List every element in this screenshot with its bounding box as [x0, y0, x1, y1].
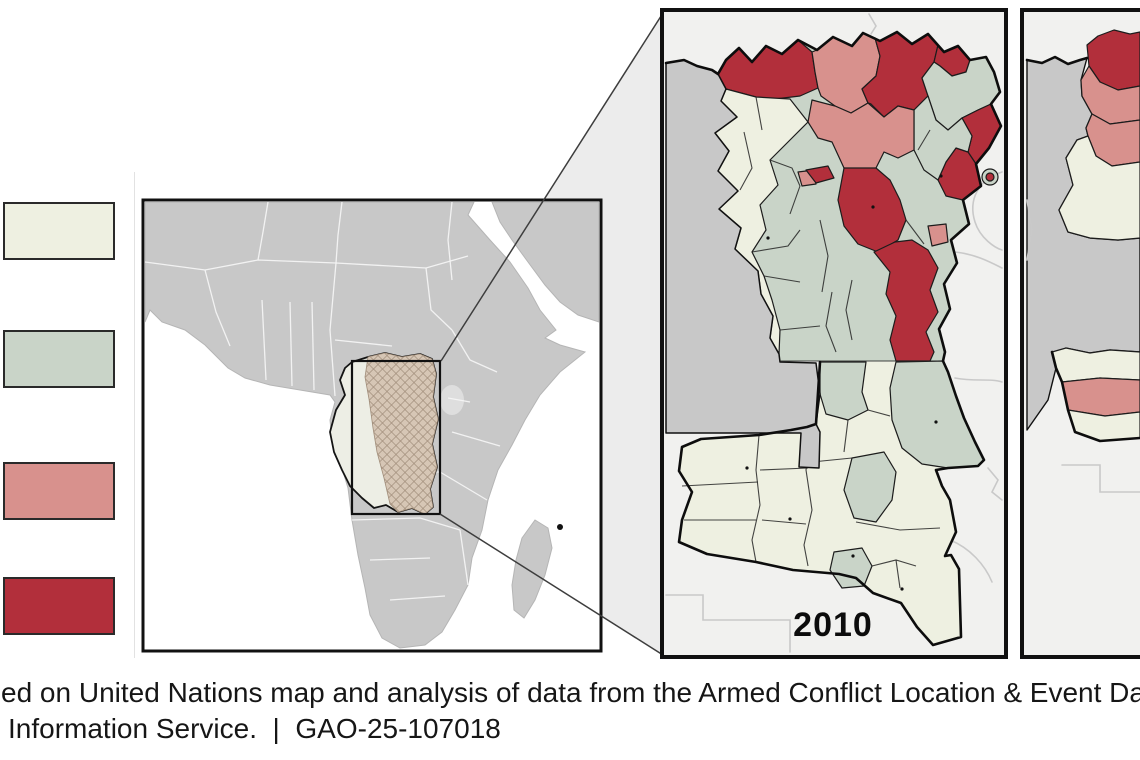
legend-swatch-level-1 [3, 202, 115, 260]
lake-victoria [440, 385, 464, 415]
inset-zoom-box [350, 359, 442, 516]
legend-swatch-level-3 [3, 462, 115, 520]
legend-swatch-level-4 [3, 577, 115, 635]
figure-seam-line [134, 172, 135, 658]
drc-border-south [677, 359, 986, 647]
districts-north [714, 31, 1002, 362]
africa-locator-map [141, 198, 603, 653]
neighbor-borders-faint [665, 13, 1003, 653]
district-inner-lines [681, 96, 941, 589]
districts-south [819, 360, 985, 589]
source-line-1: ed on United Nations map and analysis of… [1, 677, 1140, 708]
year-label-2010: 2010 [793, 606, 873, 644]
island-dot [557, 524, 563, 530]
drc-border-west-2 [1050, 350, 1140, 443]
panel-2010 [660, 8, 1008, 659]
map-dots [745, 174, 943, 591]
drc-border-north-east [664, 30, 1003, 363]
madagascar-island [511, 519, 553, 619]
legend-swatch-level-2 [3, 330, 115, 388]
projection-wedge-lines [439, 12, 664, 656]
districts-panel-2 [1051, 29, 1140, 442]
drc-district-texture [365, 353, 438, 514]
drc-border-north-2 [1025, 55, 1089, 66]
africa-country-borders [145, 202, 501, 601]
outside-detail-gray [665, 59, 821, 469]
panel-partial [1020, 8, 1140, 659]
arabian-peninsula [491, 202, 599, 323]
source-line-2: Information Service. | GAO-25-107018 [8, 713, 501, 744]
